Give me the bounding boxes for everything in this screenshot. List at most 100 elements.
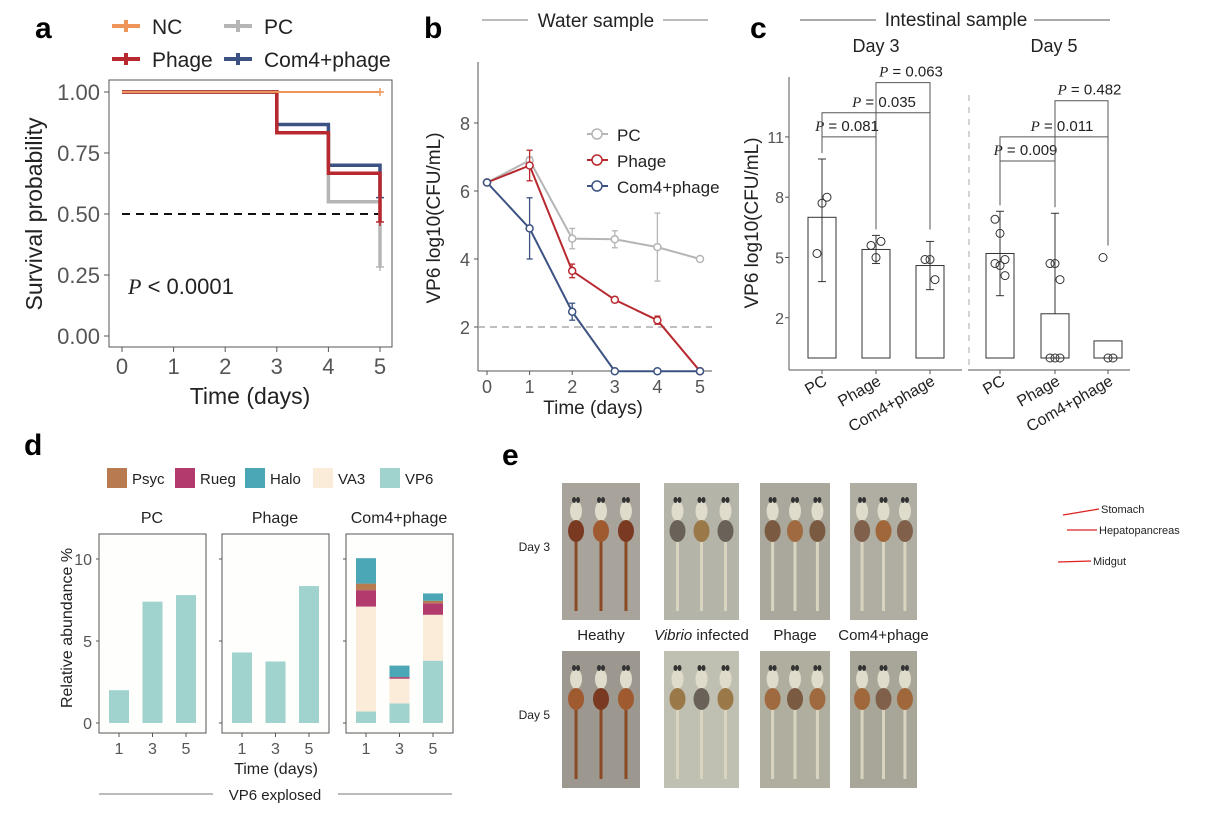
annotation-arrow — [1062, 508, 1100, 516]
x-tick-label: 4 — [652, 377, 662, 397]
column-label-text: Heathy — [577, 627, 625, 644]
x-tick-label: 4 — [322, 354, 334, 379]
shrimp-eye — [904, 497, 909, 503]
legend-label: Rueg — [200, 471, 236, 488]
p-value-label: P = 0.482 — [1057, 82, 1122, 99]
bar-segment-VP6 — [109, 690, 129, 723]
legend-swatch — [112, 20, 140, 32]
panel-label-e: e — [502, 439, 519, 472]
x-tick-label: 1 — [115, 741, 124, 758]
facet-title: Phage — [252, 510, 298, 527]
y-tick-label: 0.25 — [57, 263, 100, 288]
hepatopancreas — [717, 520, 734, 542]
shrimp-photo — [850, 651, 917, 788]
shrimp-eye — [621, 497, 626, 503]
significance-bracket — [1054, 100, 1109, 246]
y-tick-label: 4 — [460, 250, 470, 270]
p-value: = 0.009 — [1003, 142, 1058, 159]
legend-swatch-Halo — [245, 468, 265, 488]
footer-label: VP6 explosed — [229, 787, 322, 804]
row-label: Day 3 — [519, 540, 551, 554]
y-tick-label: 0.00 — [57, 324, 100, 349]
annotation-label: Hepatopancreas — [1099, 525, 1180, 537]
x-tick-label: 3 — [395, 741, 404, 758]
x-tick-label: 0 — [116, 354, 128, 379]
hepatopancreas — [593, 520, 609, 542]
hepatopancreas — [693, 520, 710, 542]
hepatopancreas — [617, 688, 634, 710]
shrimp-eye — [601, 497, 605, 503]
shrimp-eye — [883, 665, 888, 671]
hepatopancreas — [568, 520, 585, 542]
censor-mark — [376, 262, 384, 271]
shrimp-eye — [725, 497, 730, 503]
shrimp-head — [811, 501, 824, 521]
legend-label: Com4+phage — [617, 178, 720, 197]
significance-bracket — [999, 160, 1056, 206]
shrimp-eye — [791, 665, 795, 671]
data-point — [567, 234, 577, 243]
p-value-label: P = 0.011 — [1030, 118, 1094, 135]
p-symbol: P — [1057, 83, 1067, 99]
column-label: Heathy — [577, 627, 625, 644]
legend-swatch — [112, 53, 140, 65]
y-tick-label: 0.50 — [57, 202, 100, 227]
panel-label-c: c — [750, 12, 767, 45]
shrimp-eye — [697, 497, 702, 503]
shrimp-eye — [904, 665, 909, 671]
y-tick-label: 2 — [460, 318, 470, 338]
row-label: Day 5 — [519, 708, 551, 722]
legend-label: PC — [617, 126, 641, 145]
shrimp-eye — [862, 665, 867, 671]
facet-title: Com4+phage — [351, 510, 448, 527]
series-line-PC — [486, 159, 701, 260]
bar-segment-VP6 — [232, 652, 252, 723]
shrimp-eye — [772, 497, 777, 503]
x-tick-label: 3 — [610, 377, 620, 397]
p-value-label: P = 0.035 — [851, 94, 916, 111]
hepatopancreas — [593, 688, 609, 710]
hepatopancreas — [764, 688, 781, 710]
x-axis-label: Time (days) — [543, 398, 643, 419]
x-tick-label: 2 — [219, 354, 231, 379]
shrimp-eye — [768, 665, 773, 671]
data-point — [876, 236, 886, 246]
shrimp-eye — [597, 497, 601, 503]
p-symbol: P — [851, 95, 861, 111]
p-symbol: P — [993, 143, 1003, 159]
legend-marker — [591, 128, 603, 140]
data-point — [1050, 353, 1060, 363]
bar-segment-Rueg — [356, 590, 376, 607]
data-point — [1098, 253, 1108, 262]
shrimp-head — [766, 669, 779, 689]
data-point — [653, 366, 662, 376]
shrimp-photo — [760, 651, 830, 788]
hepatopancreas — [875, 520, 892, 542]
y-tick-label: 10 — [74, 552, 92, 569]
x-tick-label: PC — [980, 373, 1008, 399]
bar-segment-VP6 — [423, 660, 443, 723]
data-point — [695, 366, 705, 376]
legend-swatch-Rueg — [175, 468, 195, 488]
legend-marker — [591, 154, 603, 166]
data-point — [817, 198, 827, 208]
data-point — [1000, 271, 1010, 281]
p-symbol: P — [1030, 119, 1040, 135]
censor-mark — [376, 218, 384, 227]
data-point — [925, 255, 935, 265]
annotation-label: Midgut — [1093, 556, 1126, 568]
shrimp-eye — [673, 497, 678, 503]
legend-label: PC — [264, 16, 293, 39]
hepatopancreas — [809, 688, 826, 710]
legend-swatch-Psyc — [107, 468, 127, 488]
shrimp-eye — [879, 665, 884, 671]
legend-swatch — [224, 53, 252, 65]
shrimp-head — [595, 501, 607, 521]
shrimp-eye — [879, 497, 884, 503]
series-line-Com4 — [486, 181, 700, 373]
p-value-label: P = 0.009 — [993, 142, 1058, 159]
shrimp-head — [671, 501, 684, 521]
bar-segment-Halo — [423, 593, 443, 601]
x-tick-label: 2 — [567, 377, 577, 397]
